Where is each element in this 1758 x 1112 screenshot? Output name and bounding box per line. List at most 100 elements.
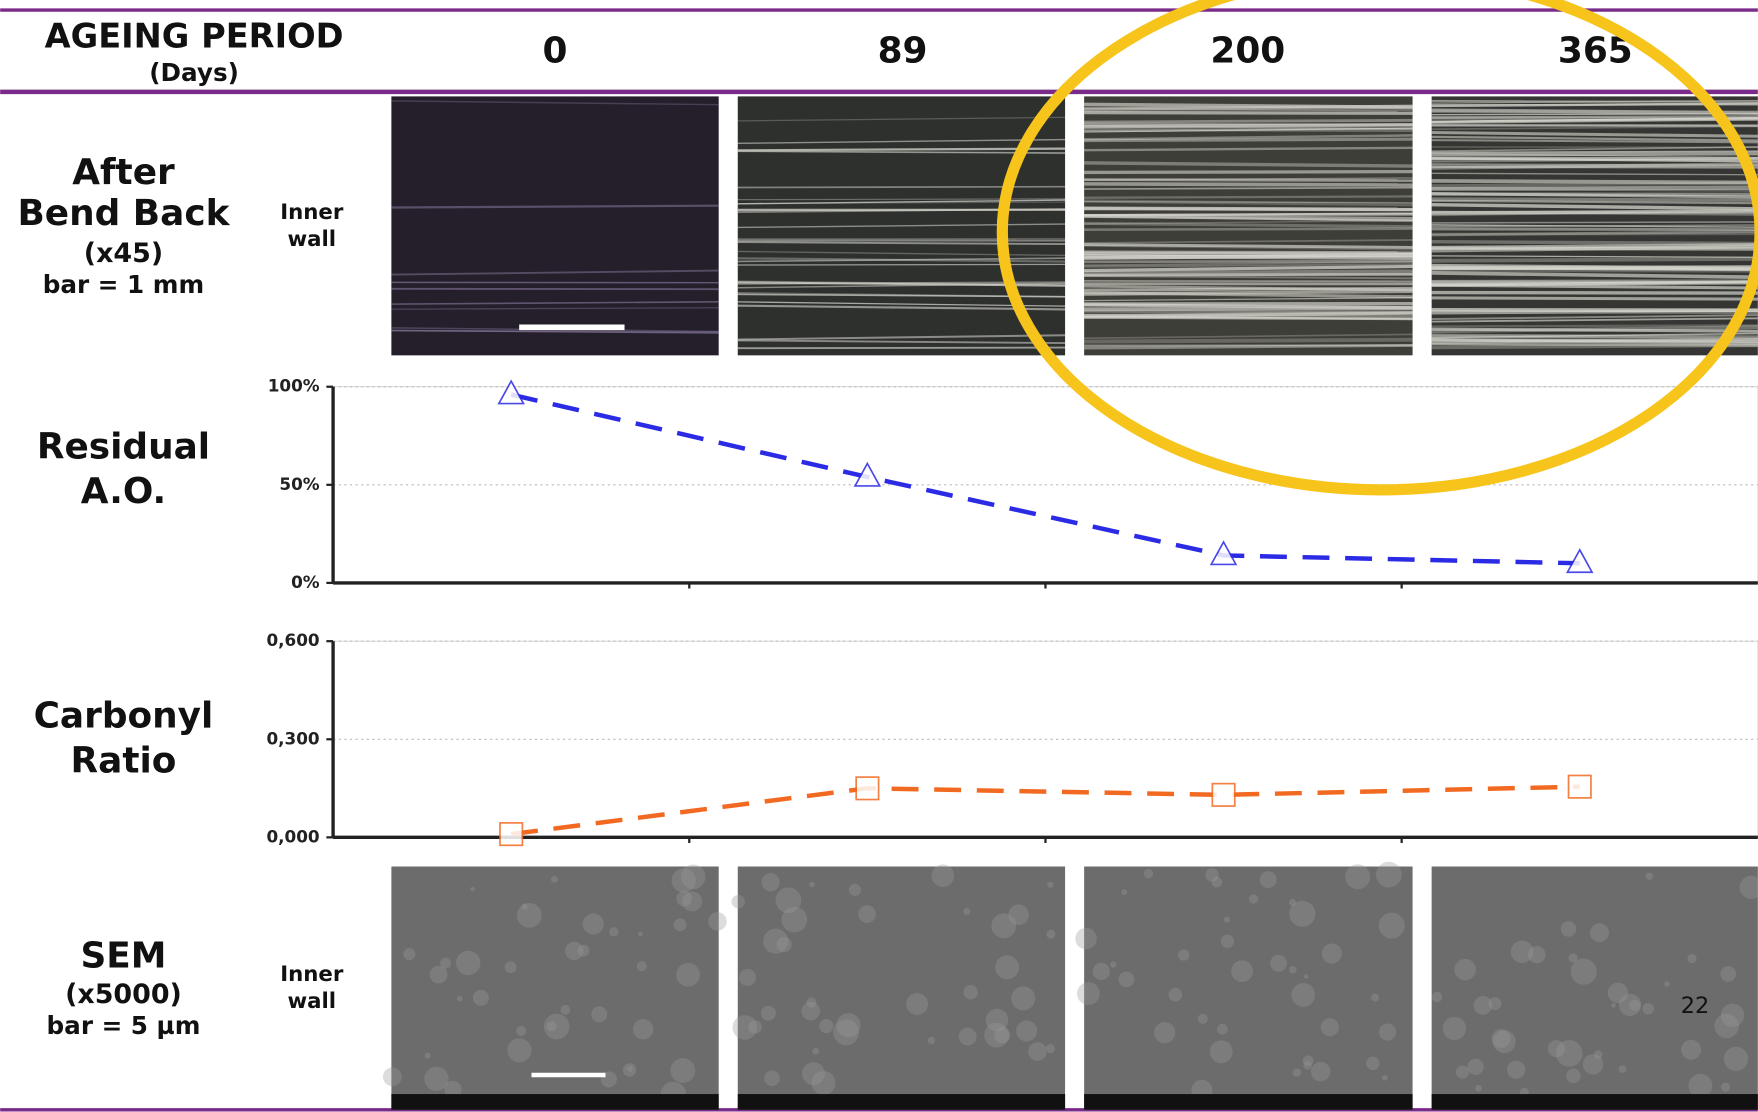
- side-label: Inner: [280, 200, 344, 225]
- texture: [1431, 139, 1758, 144]
- texture: [516, 902, 542, 928]
- texture: [1288, 898, 1297, 907]
- texture: [1303, 974, 1309, 979]
- header-title: AGEING PERIOD: [45, 17, 344, 56]
- texture: [1248, 894, 1259, 904]
- texture: [391, 269, 719, 276]
- texture: [1084, 186, 1413, 190]
- texture: [1455, 1065, 1470, 1079]
- texture: [1084, 137, 1413, 143]
- texture: [632, 1018, 654, 1040]
- texture: [985, 1008, 1009, 1032]
- texture: [776, 936, 792, 953]
- texture: [1431, 268, 1758, 273]
- data-line: [510, 784, 1580, 837]
- row-title: Residual: [37, 426, 210, 467]
- texture: [1084, 169, 1413, 175]
- texture: [1084, 263, 1413, 268]
- sem-footer: [391, 1094, 719, 1110]
- texture: [1431, 108, 1758, 115]
- texture: [858, 905, 876, 923]
- y-tick-label: 100%: [268, 376, 320, 396]
- texture: [1075, 927, 1097, 950]
- row-detail: (x5000): [65, 979, 182, 1010]
- marker: [1565, 548, 1594, 574]
- texture: [764, 1070, 780, 1087]
- texture: [671, 868, 696, 893]
- texture: [638, 931, 643, 937]
- texture: [1720, 1003, 1745, 1027]
- texture: [1289, 966, 1297, 974]
- column-header: 200: [1210, 31, 1285, 72]
- texture: [424, 1066, 449, 1091]
- marker: [855, 776, 880, 801]
- sem-image: [391, 866, 719, 1110]
- texture: [1739, 875, 1758, 900]
- texture: [1431, 125, 1758, 131]
- row-title: Bend Back: [17, 193, 230, 234]
- texture: [1231, 960, 1254, 983]
- texture: [1084, 243, 1413, 249]
- row-detail: (x45): [84, 238, 163, 269]
- texture: [1431, 342, 1758, 347]
- texture: [1431, 227, 1758, 232]
- texture: [1431, 202, 1758, 211]
- texture: [1084, 260, 1413, 267]
- sem-image: [737, 866, 1066, 1110]
- y-tick-label: 0%: [291, 572, 320, 592]
- texture: [984, 1022, 1009, 1048]
- texture: [991, 913, 1017, 939]
- texture: [1211, 876, 1223, 888]
- y-tick-label: 0,600: [266, 630, 319, 650]
- texture: [737, 250, 1066, 257]
- texture: [456, 995, 463, 1002]
- texture: [1720, 1082, 1731, 1092]
- texture: [760, 1005, 776, 1021]
- marker: [1211, 782, 1236, 807]
- marker: [497, 379, 525, 405]
- texture: [1047, 881, 1054, 888]
- texture: [591, 1006, 608, 1023]
- texture: [1084, 195, 1413, 199]
- texture: [1302, 1055, 1314, 1067]
- texture: [1016, 1020, 1038, 1042]
- texture: [1084, 107, 1413, 112]
- texture: [1378, 912, 1405, 939]
- texture: [748, 1020, 762, 1034]
- texture: [1154, 1021, 1176, 1044]
- texture: [737, 198, 1066, 201]
- row-title: Ratio: [71, 740, 177, 781]
- texture: [1431, 338, 1758, 345]
- side-label: Inner: [280, 962, 344, 987]
- texture: [1560, 921, 1577, 937]
- texture: [1168, 987, 1183, 1002]
- texture: [391, 329, 719, 334]
- texture: [1084, 127, 1413, 133]
- texture: [1084, 110, 1413, 115]
- texture: [1618, 1065, 1627, 1073]
- sem-image: [1431, 866, 1758, 1110]
- texture: [731, 894, 745, 909]
- texture: [732, 1015, 758, 1040]
- texture: [1568, 953, 1578, 963]
- texture: [963, 907, 971, 915]
- texture: [1084, 239, 1413, 244]
- texture: [1084, 333, 1413, 340]
- marker: [1567, 774, 1592, 799]
- texture: [622, 1063, 637, 1077]
- texture: [1714, 1013, 1739, 1039]
- texture: [1431, 290, 1758, 295]
- texture: [521, 903, 528, 910]
- texture: [1431, 151, 1758, 157]
- texture: [1378, 1023, 1397, 1041]
- texture: [737, 150, 1066, 155]
- texture: [1084, 102, 1413, 110]
- texture: [1570, 958, 1597, 985]
- texture: [1084, 200, 1413, 204]
- texture: [1681, 1039, 1702, 1060]
- texture: [1303, 1061, 1312, 1070]
- texture: [1431, 117, 1758, 124]
- texture: [1375, 861, 1402, 888]
- texture: [833, 1019, 860, 1046]
- texture: [1205, 868, 1219, 882]
